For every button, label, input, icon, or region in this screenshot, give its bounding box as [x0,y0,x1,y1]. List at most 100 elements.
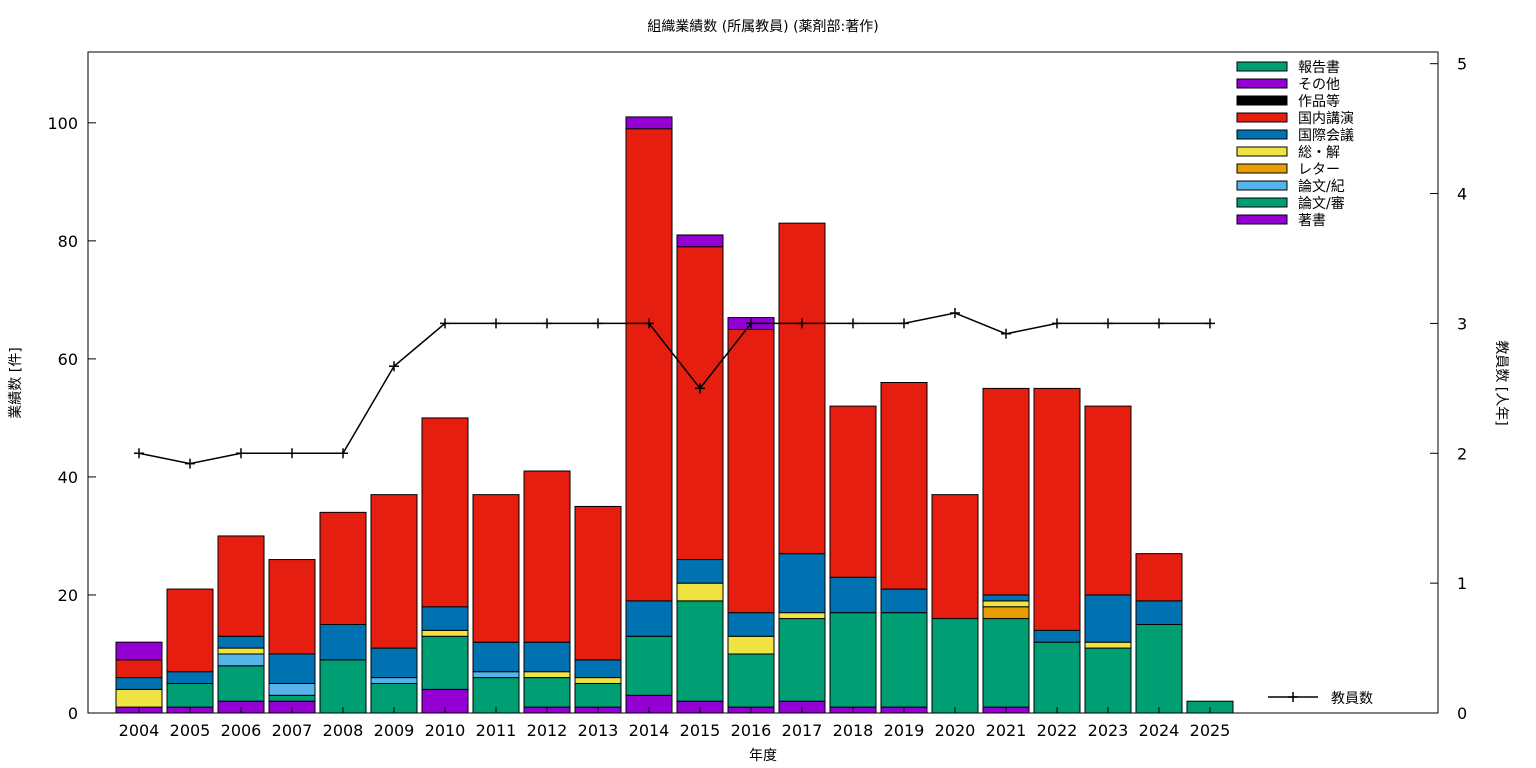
legend-swatch [1236,78,1288,89]
line-point [695,383,705,394]
bar-segment [1033,387,1081,631]
bar-segment [982,600,1030,608]
bar-segment [523,677,571,708]
bar-segment [421,629,469,637]
bar-segment [370,677,418,684]
line-point [593,318,603,329]
bar-segment [676,246,724,561]
bar-segment [1135,623,1183,714]
chart-title: 組織業績数 (所属教員) (薬剤部:著作) [647,19,878,35]
bar-segment [1033,629,1081,643]
legend-label: 総・解 [1298,145,1340,161]
y2-tick-label: 1 [1457,574,1467,593]
line-point [950,308,960,319]
bar-segment [115,659,163,679]
bar-segment [268,559,316,655]
line-layer [134,308,1215,469]
legend-label: 教員数 [1331,691,1373,707]
bar-segment [1084,594,1132,643]
plot-frame [87,51,1439,714]
bar-segment [625,116,673,130]
bar-segment [727,635,775,655]
bar-segment [1084,647,1132,714]
bar-segment [319,511,367,625]
bar-segment [217,635,265,649]
legend-line-marker [1288,692,1298,702]
bar-segment [421,635,469,690]
x-tick-label: 2012 [527,721,568,740]
bar-segment [931,618,979,714]
x-tick-label: 2014 [629,721,670,740]
x-tick-label: 2015 [680,721,721,740]
y2-axis: 0 1 2 3 4 5 [1430,55,1467,723]
x-tick-label: 2020 [935,721,976,740]
bar-segment [880,588,928,614]
x-axis-label: 年度 [749,748,777,764]
bar-segment [727,653,775,708]
x-tick-label: 2023 [1088,721,1129,740]
x-tick-label: 2008 [323,721,364,740]
legend-swatch [1236,180,1288,191]
line-point [440,318,450,329]
x-tick-label: 2022 [1037,721,1078,740]
legend-swatch [1236,197,1288,208]
x-axis: 2004 2005 2006 2007 2008 2009 2010 2011 2012 2013… [119,707,1230,740]
bar-segment [625,128,673,602]
line-point [1103,318,1113,329]
y-tick-label: 40 [58,468,78,487]
y-axis-label: 業績数 [件] [8,347,24,418]
bar-segment [676,234,724,248]
legend-label: 国際会議 [1298,127,1354,144]
bar-segment [982,618,1030,708]
y2-tick-label: 0 [1457,704,1467,723]
legend-swatch [1236,95,1288,106]
y2-axis-label: 教員数 [人年] [1493,340,1509,425]
bar-segment [829,576,877,614]
y2-tick-label: 4 [1457,185,1467,204]
bar-segment [625,635,673,696]
legend-label: 論文/紀 [1298,179,1345,195]
line-point [236,448,246,459]
x-tick-label: 2009 [374,721,415,740]
x-tick-label: 2017 [782,721,823,740]
bar-segment [217,653,265,667]
bars-layer [115,116,1234,714]
bar-segment [166,682,214,708]
line-point [1052,318,1062,329]
y2-tick-label: 5 [1457,55,1467,74]
bar-segment [778,618,826,702]
line-point [389,361,399,372]
bar-segment [676,582,724,602]
x-tick-label: 2013 [578,721,619,740]
bar-segment [115,641,163,661]
bar-segment [268,682,316,696]
line-point [644,318,654,329]
legend-swatch [1236,214,1288,225]
y2-tick-label: 3 [1457,314,1467,333]
line-point [848,318,858,329]
line-point [1205,318,1215,329]
x-tick-label: 2018 [833,721,874,740]
legend-label: レター [1298,162,1340,178]
bar-segment [1084,405,1132,596]
bar-segment [676,559,724,584]
bar-segment [523,470,571,643]
x-tick-label: 2016 [731,721,772,740]
legend-swatch [1236,129,1288,140]
bar-segment [676,600,724,702]
bar-segment [778,553,826,614]
bar-segment [523,641,571,673]
bar-segment [217,535,265,637]
line-point [338,448,348,459]
x-tick-label: 2007 [272,721,313,740]
x-tick-label: 2006 [221,721,262,740]
bar-segment [370,494,418,649]
line-point [1154,318,1164,329]
bar-segment [1033,641,1081,714]
x-tick-label: 2005 [170,721,211,740]
bar-segment [778,222,826,555]
y-tick-label: 60 [58,350,78,369]
bar-segment [115,677,163,690]
legend-swatch [1236,146,1288,157]
